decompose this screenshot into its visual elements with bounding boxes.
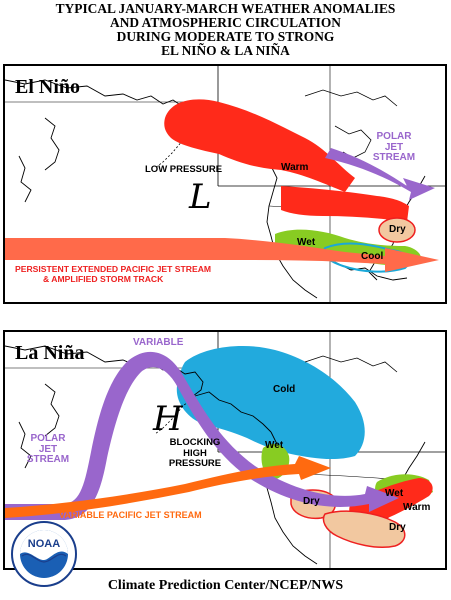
coastline-aleutians [154, 129, 196, 169]
title-line-1: TYPICAL JANUARY-MARCH WEATHER ANOMALIES [55, 1, 396, 16]
coastline-north-america-west [266, 165, 318, 299]
blocking-line-3: PRESSURE [168, 458, 222, 469]
warm-label: Warm [281, 162, 309, 173]
pacific-jet-stream-label: PERSISTENT EXTENDED PACIFIC JET STREAM &… [15, 264, 211, 284]
wet-west-label: Wet [265, 440, 284, 451]
high-pressure-symbol: H [152, 399, 184, 439]
el-nino-map: L El Niño LOW PRESSURE Warm POLAR JET ST… [3, 64, 447, 304]
polar-jet-line-2: JET [384, 141, 404, 153]
wet-east-label: Wet [385, 488, 404, 499]
dry-west-label: Dry [303, 496, 320, 507]
dry-anomaly-south [322, 510, 406, 548]
noaa-logo: NOAA [10, 520, 78, 588]
variable-label: VARIABLE [133, 337, 184, 348]
coastline-kamchatka [44, 117, 60, 171]
pacific-jet-stream-arrow [5, 456, 331, 518]
polar-jet-stream-arrow [325, 148, 435, 200]
title-line-4: EL NIÑO & LA NIÑA [161, 43, 290, 58]
cool-anomaly [323, 242, 411, 273]
la-nina-label: La Niña [15, 342, 85, 364]
polar-jet-stream-arrow [5, 351, 399, 520]
pacific-jet-stream-label: VARIABLE PACIFIC JET STREAM [59, 510, 202, 520]
coastline-japan [18, 421, 32, 469]
pacific-jet-stream-arrow [5, 238, 439, 272]
warm-label: Warm [403, 502, 431, 513]
dry-anomaly [378, 217, 416, 243]
noaa-logo-graphic [11, 521, 77, 587]
pacific-jet-line-2: & AMPLIFIED STORM TRACK [43, 274, 164, 284]
cool-label: Cool [361, 251, 384, 262]
el-nino-label: El Niño [15, 76, 81, 98]
coastline-arctic-islands [304, 355, 398, 373]
polar-jet-line-2: JET [38, 443, 58, 455]
low-pressure-label: LOW PRESSURE [145, 164, 223, 175]
low-pressure-symbol: L [188, 177, 212, 217]
polar-jet-line-1: POLAR [30, 433, 66, 444]
polar-jet-stream-label: POLAR JET STREAM [369, 131, 419, 164]
polar-jet-stream-label: POLAR JET STREAM [25, 433, 71, 466]
blocking-line-1: BLOCKING [169, 437, 221, 448]
figure-title: TYPICAL JANUARY-MARCH WEATHER ANOMALIES … [0, 2, 451, 58]
coastline-arctic-islands [304, 89, 398, 107]
cold-label: Cold [273, 384, 296, 395]
coastline-aleutians [154, 395, 196, 435]
la-nina-map-graphic: H [5, 332, 445, 568]
dry-south-label: Dry [389, 522, 406, 533]
title-line-2: AND ATMOSPHERIC CIRCULATION [110, 15, 341, 30]
dry-label: Dry [389, 224, 406, 235]
pacific-jet-line-1: PERSISTENT EXTENDED PACIFIC JET STREAM [15, 264, 212, 274]
cold-anomaly [176, 346, 365, 460]
title-line-3: DURING MODERATE TO STRONG [116, 29, 335, 44]
polar-jet-line-3: STREAM [372, 152, 416, 163]
polar-jet-line-1: POLAR [376, 131, 412, 142]
la-nina-map: H La Niña VARIABLE Cold BLOCKING HIGH PR… [3, 330, 447, 570]
warm-anomaly-west [164, 99, 355, 192]
coastline-kamchatka [44, 383, 60, 437]
coastline-japan [18, 155, 32, 203]
blocking-line-2: HIGH [183, 447, 207, 459]
footer-credit: Climate Prediction Center/NCEP/NWS [107, 578, 344, 593]
polar-jet-line-3: STREAM [26, 454, 70, 465]
noaa-logo-text: NOAA [27, 538, 61, 550]
warm-anomaly-north [281, 186, 409, 222]
coastline-alaska [194, 391, 272, 433]
el-nino-map-graphic: L [5, 66, 445, 302]
blocking-high-label: BLOCKING HIGH PRESSURE [165, 437, 225, 470]
wet-label: Wet [297, 237, 316, 248]
